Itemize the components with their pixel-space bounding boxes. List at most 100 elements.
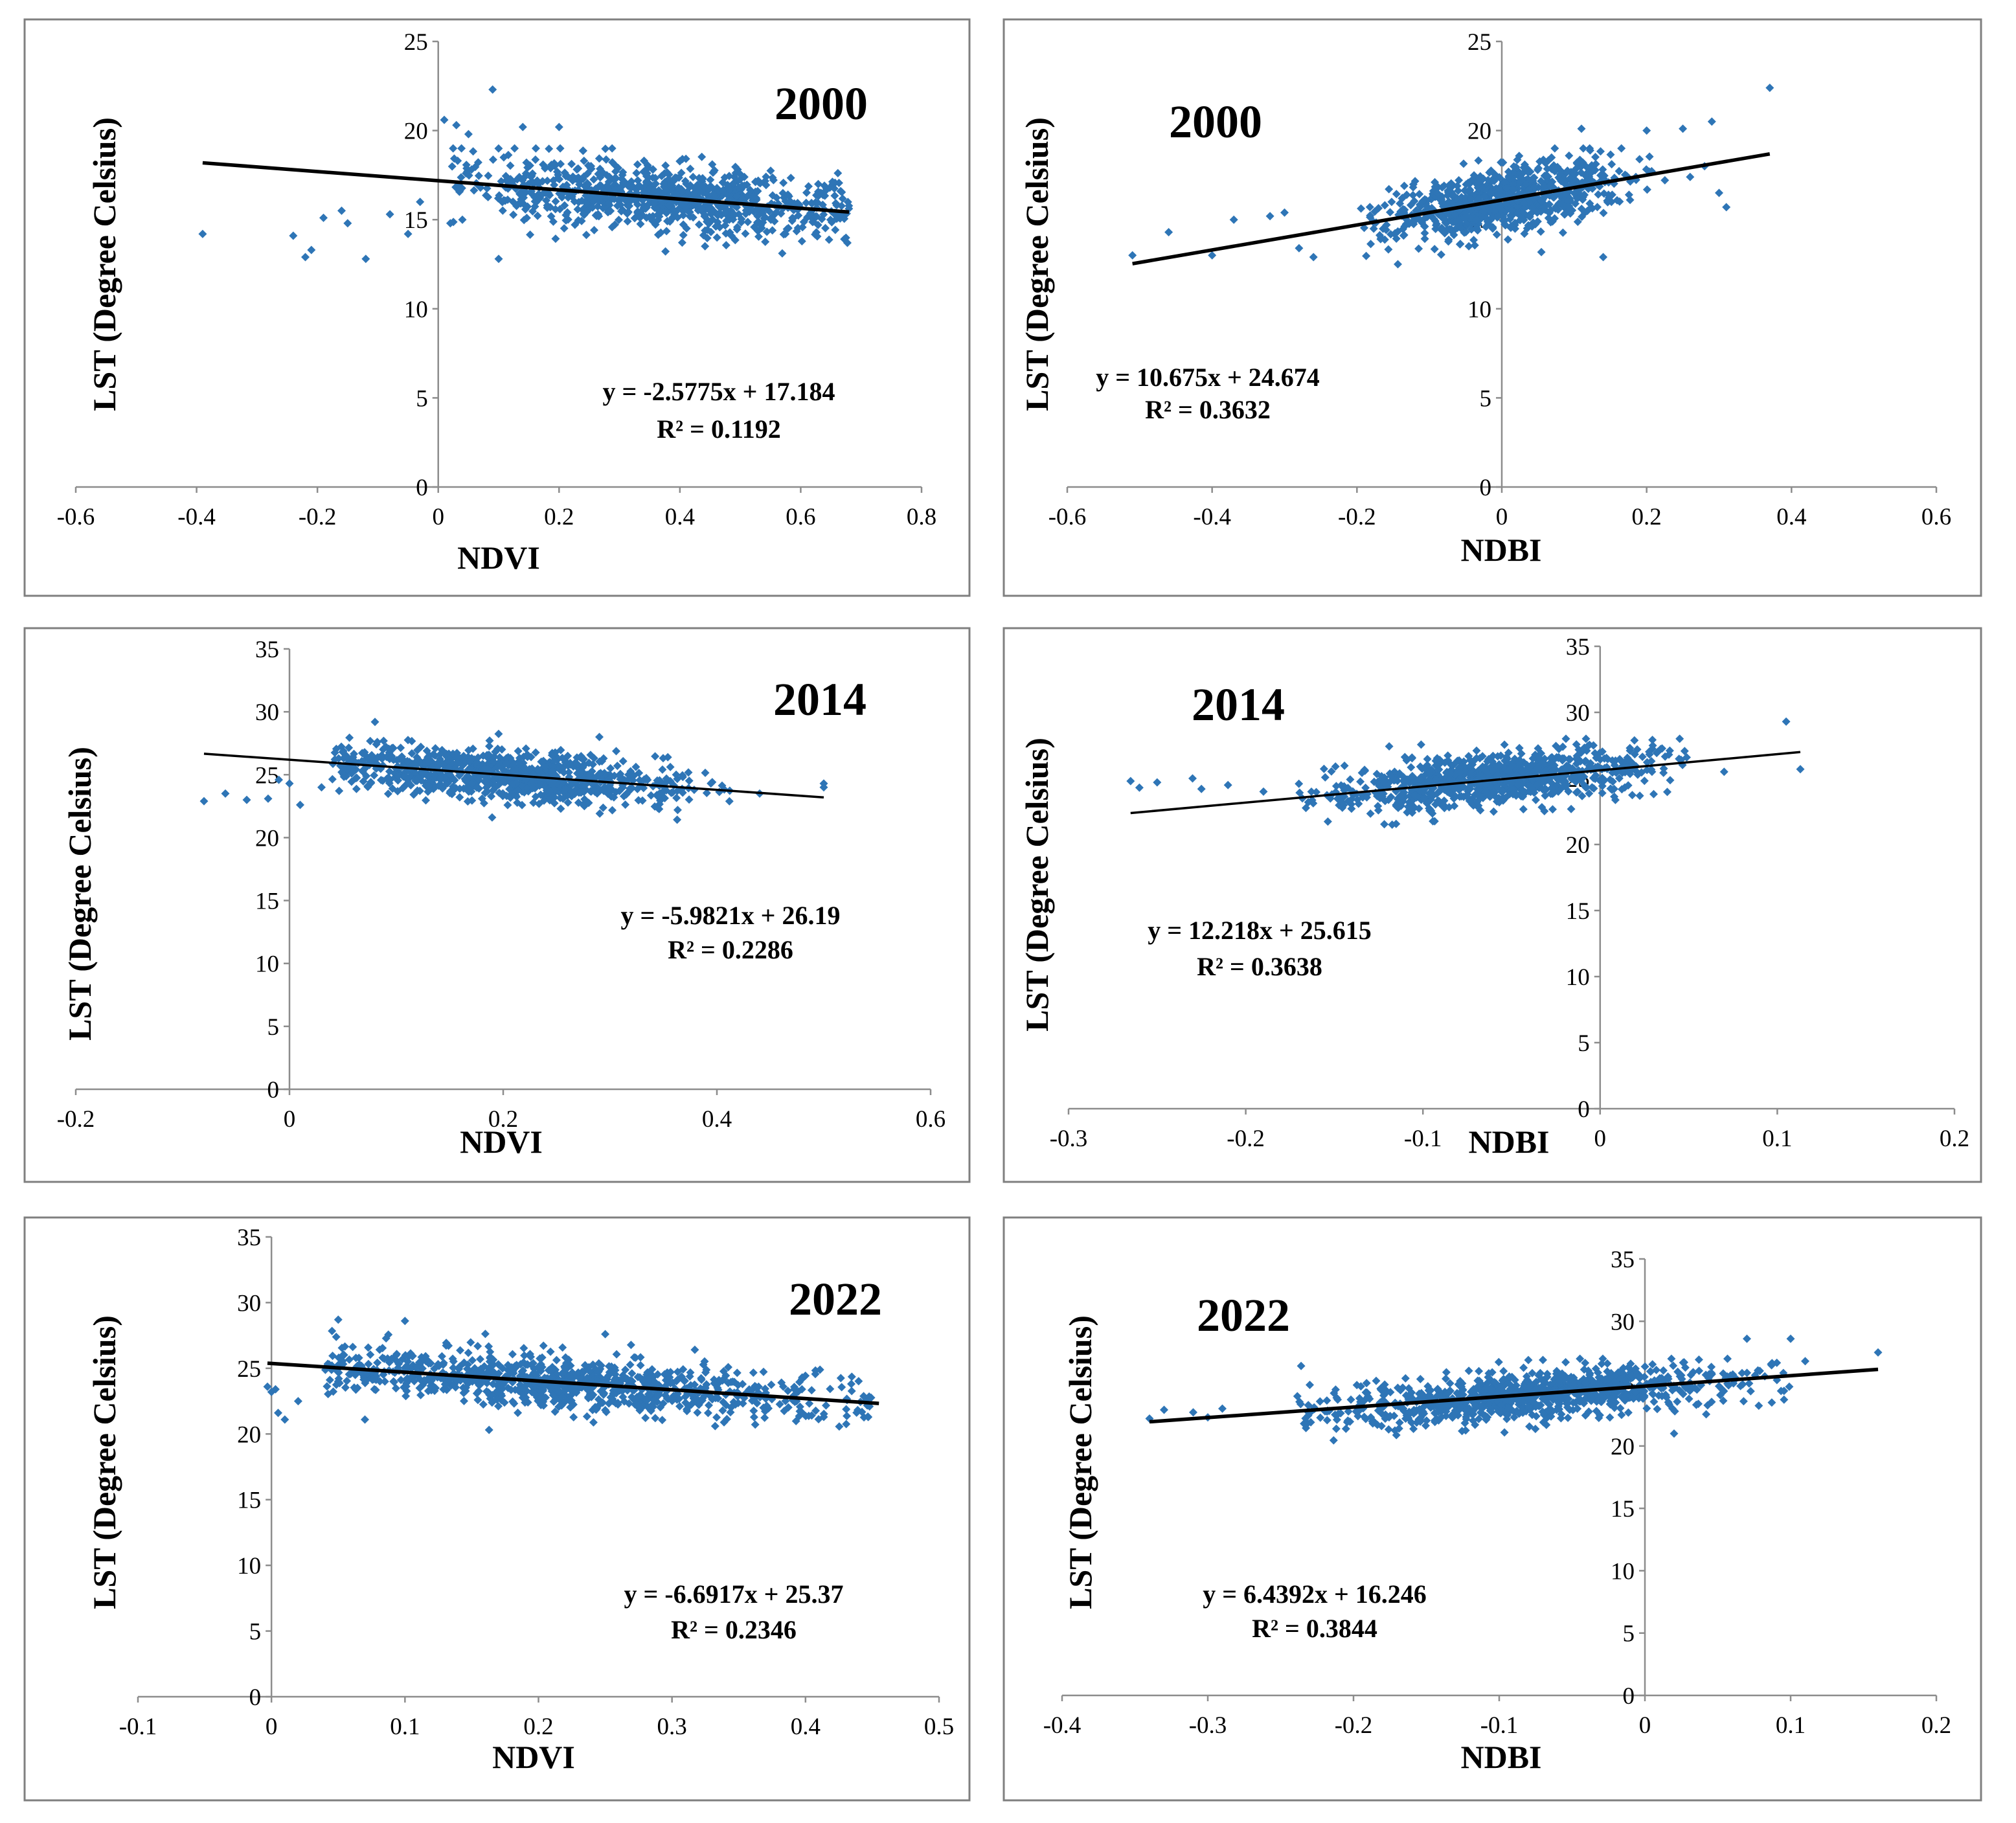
data-point	[1606, 150, 1615, 159]
data-point	[1504, 235, 1512, 244]
x-tick-label: -0.1	[1480, 1712, 1519, 1739]
x-axis-title: NDBI	[1460, 532, 1541, 568]
data-point	[674, 173, 683, 182]
r-squared: R² = 0.1192	[657, 414, 780, 444]
data-point	[474, 171, 483, 180]
data-point	[575, 180, 584, 189]
x-tick-label: 0.3	[657, 1714, 687, 1740]
data-point	[762, 227, 771, 236]
data-point	[623, 217, 632, 226]
x-tick-label: 0.4	[1776, 504, 1806, 530]
data-point	[1558, 228, 1567, 237]
regression-equation: y = 10.675x + 24.674	[1096, 363, 1320, 392]
data-point	[554, 122, 563, 131]
x-tick-label: 0.6	[1921, 504, 1951, 530]
data-point	[650, 186, 659, 195]
data-point	[337, 206, 346, 215]
data-point	[681, 203, 690, 212]
y-tick-label: 30	[237, 1290, 261, 1317]
data-point	[1604, 190, 1613, 199]
data-point	[1572, 158, 1581, 167]
data-point	[607, 144, 617, 153]
data-point	[525, 161, 534, 170]
data-point	[343, 219, 352, 228]
y-tick-label: 10	[1611, 1558, 1635, 1585]
y-tick-label: 10	[1467, 297, 1491, 323]
data-point	[813, 220, 822, 229]
data-point	[596, 173, 605, 182]
data-point	[551, 197, 560, 206]
data-point	[488, 85, 497, 94]
y-tick-label: 0	[416, 475, 428, 501]
data-point	[1484, 176, 1493, 185]
data-point	[592, 212, 601, 220]
data-point	[1596, 147, 1605, 156]
data-point	[695, 187, 704, 196]
data-point	[754, 232, 763, 241]
data-point	[1550, 214, 1559, 223]
data-point	[589, 175, 598, 184]
data-point	[577, 216, 586, 225]
data-point	[731, 163, 740, 172]
x-tick-label: -0.2	[1338, 504, 1376, 530]
data-point	[595, 154, 604, 163]
data-point	[515, 188, 525, 198]
data-point	[449, 144, 458, 153]
data-point	[1374, 204, 1383, 212]
data-point	[403, 229, 413, 238]
data-point	[1394, 260, 1402, 269]
data-point	[1475, 194, 1484, 203]
data-point	[832, 214, 841, 223]
data-point	[697, 205, 706, 214]
data-point	[522, 214, 531, 222]
data-point	[1523, 224, 1532, 233]
data-point	[833, 168, 843, 177]
y-tick-label: 20	[404, 119, 428, 145]
data-point	[1497, 205, 1506, 214]
data-point	[695, 220, 703, 229]
data-point	[573, 205, 582, 214]
x-tick-label: 0	[284, 1106, 296, 1133]
data-point	[531, 155, 540, 164]
data-point	[1614, 166, 1624, 176]
data-point	[1533, 165, 1542, 174]
data-point	[824, 235, 833, 244]
data-point	[813, 198, 822, 207]
y-tick-label: 10	[237, 1553, 261, 1580]
data-point	[543, 176, 552, 185]
data-point	[1613, 196, 1622, 205]
data-point	[1365, 203, 1374, 212]
data-point	[712, 233, 721, 242]
data-point	[1409, 190, 1418, 199]
data-point	[1420, 229, 1429, 238]
data-point	[749, 192, 758, 201]
x-tick-label: 0.4	[665, 504, 695, 530]
data-point	[1645, 152, 1654, 161]
y-tick-label: 0	[1480, 475, 1492, 501]
data-point	[1429, 214, 1438, 223]
data-point	[198, 229, 207, 238]
y-tick-label: 10	[1566, 964, 1590, 991]
data-point	[832, 199, 841, 208]
data-point	[1571, 164, 1580, 174]
data-point	[560, 224, 569, 233]
data-point	[1599, 209, 1608, 218]
data-point	[1400, 222, 1409, 231]
data-point	[794, 211, 803, 220]
data-point	[657, 172, 666, 181]
data-point	[462, 161, 471, 170]
data-point	[721, 208, 730, 217]
data-point	[1578, 195, 1587, 204]
data-point	[679, 210, 688, 220]
data-point	[1376, 234, 1385, 243]
data-point	[1454, 187, 1463, 195]
data-point	[688, 213, 697, 222]
data-point	[551, 205, 560, 214]
data-point	[765, 207, 774, 216]
data-point	[1508, 206, 1516, 215]
data-point	[488, 155, 497, 164]
data-point	[1438, 183, 1447, 192]
data-point	[541, 163, 550, 172]
data-point	[636, 220, 645, 229]
data-point	[611, 167, 620, 176]
